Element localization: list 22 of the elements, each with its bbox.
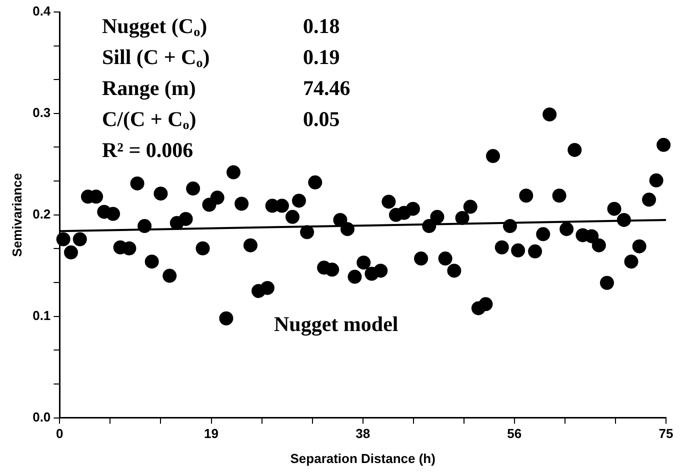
x-tick-label: 19 <box>204 426 218 442</box>
y-tick-label: 0.3 <box>32 105 51 120</box>
annotation: Range (m) <box>102 76 196 100</box>
annotation: Nugget model <box>274 312 398 336</box>
x-tick-label: 75 <box>658 426 674 442</box>
x-axis-title: Separation Distance (h) <box>290 450 436 466</box>
annotation: Sill (C + C$_{o}$) <box>102 45 210 70</box>
annotation: 74.46 <box>303 76 350 100</box>
x-tick-label: 56 <box>507 426 522 442</box>
y-tick-label: 0.1 <box>32 308 51 323</box>
y-tick-label: 0.0 <box>32 409 51 424</box>
y-tick-label: 0.4 <box>32 4 52 19</box>
y-tick-label: 0.2 <box>32 206 51 222</box>
annotation: 0.18 <box>303 14 340 38</box>
annotation: R² = 0.006 <box>102 138 194 162</box>
y-axis-title: Semivariance <box>9 172 24 257</box>
x-tick-label: 38 <box>356 426 370 442</box>
annotation: 0.19 <box>303 45 340 69</box>
annotation: C/(C + C$_{o}$) <box>102 107 196 132</box>
annotation: 0.05 <box>303 107 340 131</box>
x-tick-label: 0 <box>56 426 64 442</box>
annotation: Nugget (C$_{o}$) <box>102 14 208 39</box>
